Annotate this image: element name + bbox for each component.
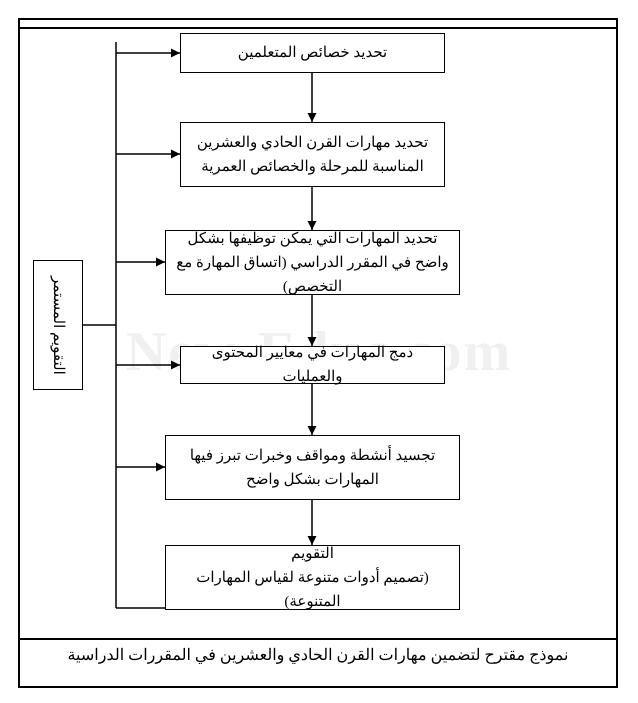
node-integrate-standards: دمج المهارات في معايير المحتوى والعمليات [180,346,445,384]
node-text: تحديد مهارات القرن الحادي والعشرين المنا… [187,131,438,179]
caption: نموذج مقترح لتضمين مهارات القرن الحادي و… [18,645,618,665]
node-text: التقويم المستمر [46,276,70,375]
node-activities: تجسيد أنشطة ومواقف وخبرات تبرز فيها المه… [165,435,460,500]
node-text: تجسيد أنشطة ومواقف وخبرات تبرز فيها المه… [172,444,453,492]
node-learner-characteristics: تحديد خصائص المتعلمين [180,33,445,73]
node-text: دمج المهارات في معايير المحتوى والعمليات [187,341,438,389]
node-text: تحديد المهارات التي يمكن توظيفها بشكل وا… [172,227,453,299]
node-applicable-skills: تحديد المهارات التي يمكن توظيفها بشكل وا… [165,230,460,295]
node-evaluation: التقويم (تصميم أدوات متنوعة لقياس المهار… [165,545,460,610]
node-subtext: (تصميم أدوات متنوعة لقياس المهارات المتن… [172,566,453,614]
node-continuous-eval: التقويم المستمر [33,260,83,390]
node-text: التقويم [291,542,334,566]
node-text: تحديد خصائص المتعلمين [238,41,387,65]
node-identify-skills: تحديد مهارات القرن الحادي والعشرين المنا… [180,122,445,187]
